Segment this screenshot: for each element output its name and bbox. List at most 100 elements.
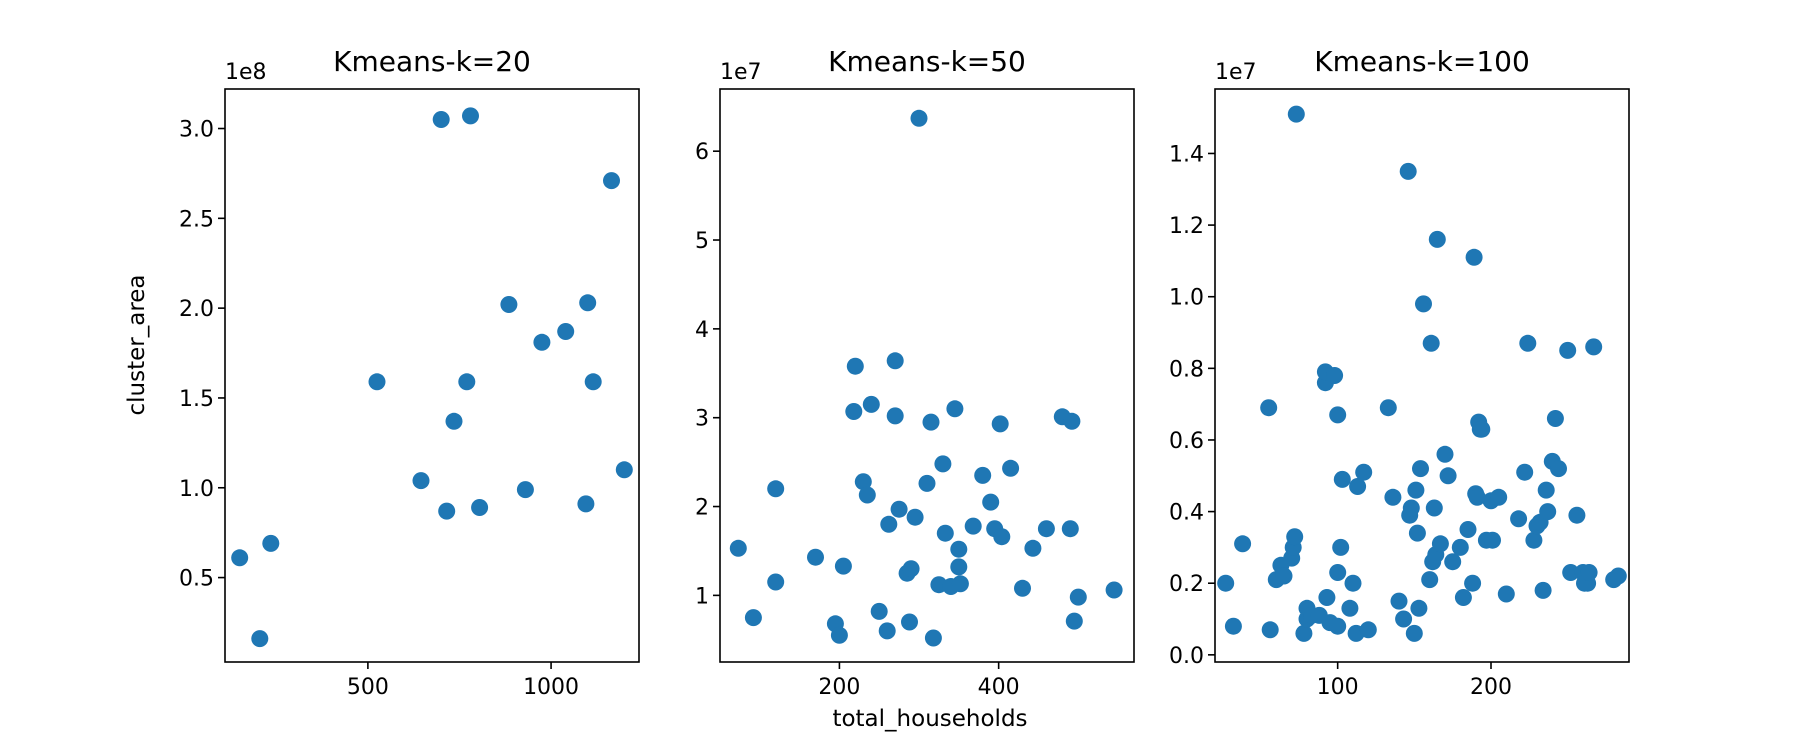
- data-point: [557, 323, 575, 340]
- data-point: [1537, 481, 1555, 499]
- data-point: [1484, 531, 1501, 549]
- data-point: [1341, 599, 1359, 617]
- y-tick-label: 0.0: [1169, 644, 1204, 669]
- data-point: [1550, 460, 1567, 478]
- data-point: [1224, 617, 1242, 635]
- data-point: [1412, 460, 1429, 478]
- data-point: [1105, 581, 1123, 599]
- x-tick-label: 200: [1470, 675, 1512, 700]
- axes-frame: [224, 88, 640, 663]
- data-point: [870, 602, 888, 620]
- data-point: [584, 373, 602, 391]
- data-point: [854, 473, 872, 491]
- axes-frame: [719, 88, 1135, 663]
- data-point: [1436, 445, 1454, 463]
- x-tick-label: 1000: [523, 675, 579, 700]
- data-point: [1399, 162, 1417, 180]
- data-point: [1497, 585, 1515, 603]
- data-point: [615, 461, 633, 479]
- data-point: [1024, 539, 1042, 557]
- data-point: [924, 629, 942, 647]
- data-point: [1473, 420, 1491, 438]
- data-point: [412, 472, 430, 490]
- data-point: [946, 400, 964, 418]
- data-point: [1275, 567, 1293, 585]
- data-point: [1510, 510, 1528, 528]
- scatter-points: [1217, 105, 1627, 642]
- subplot-panels: 500 1000 0.5 1.0 1.5 2.0 2.5 3.0 1e8 Kmeans-k=20 2…: [179, 45, 1630, 700]
- data-point: [1431, 535, 1449, 553]
- data-point: [516, 481, 534, 499]
- data-point: [1539, 503, 1557, 521]
- data-point: [846, 357, 864, 375]
- data-point: [982, 493, 1000, 511]
- data-point: [432, 111, 450, 128]
- data-point: [922, 413, 940, 431]
- x-tick-label: 200: [818, 675, 860, 700]
- data-point: [1379, 399, 1397, 417]
- data-point: [262, 534, 280, 552]
- data-point: [1405, 624, 1423, 642]
- data-point: [1384, 488, 1402, 506]
- y-offset-label: 1e7: [720, 60, 762, 85]
- y-tick-label: 0.4: [1169, 501, 1204, 526]
- data-point: [964, 517, 982, 535]
- data-point: [1422, 334, 1440, 352]
- data-point: [458, 373, 476, 391]
- y-tick-label: 0.8: [1169, 357, 1204, 382]
- data-point: [1349, 478, 1367, 495]
- data-point: [991, 415, 1009, 433]
- y-tick-label: 4: [695, 318, 709, 343]
- data-point: [1428, 230, 1446, 248]
- data-point: [1329, 406, 1347, 424]
- data-point: [834, 557, 852, 575]
- data-point: [744, 609, 762, 627]
- y-tick-label: 2.5: [179, 207, 214, 232]
- data-point: [890, 500, 908, 518]
- data-point: [1568, 506, 1586, 524]
- subplot-1: 500 1000 0.5 1.0 1.5 2.0 2.5 3.0 1e8 Kmeans-k=20: [179, 45, 640, 700]
- subplot-title: Kmeans-k=20: [333, 45, 531, 78]
- data-point: [729, 539, 747, 557]
- data-point: [936, 524, 954, 542]
- data-point: [1519, 334, 1537, 352]
- subplot-title: Kmeans-k=50: [828, 45, 1026, 78]
- data-point: [1065, 612, 1083, 630]
- data-point: [950, 540, 968, 558]
- y-axis-label: cluster_area: [124, 274, 150, 415]
- data-point: [1465, 248, 1483, 266]
- y-tick-label: 2: [695, 496, 709, 521]
- subplot-2: 200 400 1 2 3 4 5 6 1e7 Kmeans-k=50: [695, 45, 1135, 700]
- data-point: [1444, 553, 1462, 571]
- data-point: [1326, 367, 1344, 384]
- data-point: [1439, 467, 1457, 485]
- data-point: [1260, 399, 1278, 417]
- data-point: [462, 107, 479, 125]
- data-point: [533, 333, 551, 351]
- y-tick-label: 6: [695, 140, 709, 165]
- data-point: [1402, 499, 1420, 517]
- data-point: [1217, 574, 1235, 592]
- data-point: [1390, 592, 1408, 610]
- data-point: [1286, 528, 1304, 546]
- data-point: [886, 352, 904, 370]
- data-point: [438, 502, 456, 520]
- data-point: [1329, 564, 1347, 581]
- data-point: [918, 474, 936, 492]
- data-point: [951, 575, 969, 593]
- x-tick-label: 500: [347, 675, 389, 700]
- x-tick-label: 100: [1317, 675, 1359, 700]
- data-point: [1585, 338, 1603, 356]
- axes-frame: [1214, 88, 1630, 663]
- data-point: [1318, 589, 1336, 606]
- data-point: [974, 466, 992, 484]
- data-point: [880, 515, 898, 533]
- y-tick-label: 0.2: [1169, 572, 1204, 597]
- data-point: [1410, 599, 1428, 617]
- subplot-title: Kmeans-k=100: [1314, 45, 1530, 78]
- data-point: [862, 395, 880, 413]
- y-tick-label: 1.0: [179, 477, 214, 502]
- data-point: [1562, 564, 1580, 581]
- y-tick-label: 2.0: [179, 297, 214, 322]
